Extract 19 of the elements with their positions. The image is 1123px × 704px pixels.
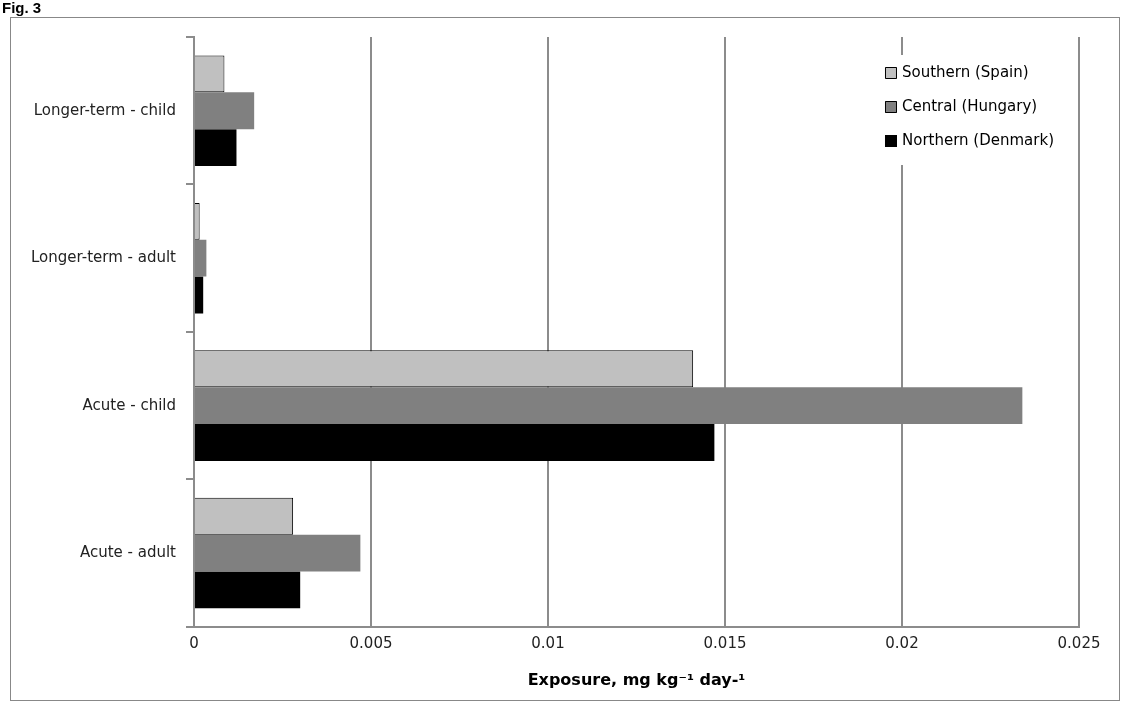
bar: [194, 129, 237, 167]
x-tick-label: 0.01: [531, 633, 565, 652]
y-tick-label: Acute - adult: [79, 542, 177, 561]
x-tick-label: 0: [189, 633, 199, 652]
x-tick-label: 0.02: [885, 633, 919, 652]
x-tick-label: 0.005: [349, 633, 393, 652]
y-tick-label: Longer-term - adult: [30, 248, 177, 267]
y-tick-label: Acute - child: [82, 395, 176, 414]
text: Fig. 3: [2, 0, 42, 16]
x-tick-label: 0.025: [1057, 633, 1101, 652]
bar: [194, 276, 204, 314]
legend-label: Central (Hungary): [901, 96, 1038, 115]
legend-label: Northern (Denmark): [901, 130, 1055, 149]
legend-label: Southern (Spain): [901, 62, 1029, 81]
x-tick-label: 0.015: [703, 633, 747, 652]
bar: [194, 424, 715, 461]
bar: [194, 571, 301, 609]
y-tick-label: Longer-term - child: [33, 100, 176, 119]
x-axis-title: Exposure, mg kg⁻¹ day-¹: [527, 669, 746, 689]
